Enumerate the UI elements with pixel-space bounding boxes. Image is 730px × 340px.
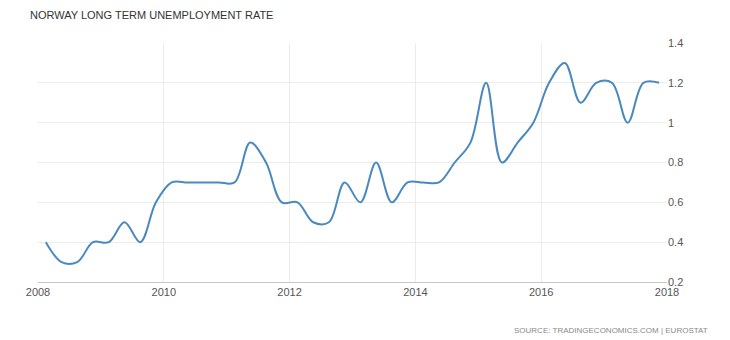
svg-text:0.4: 0.4 xyxy=(668,236,683,248)
svg-text:2008: 2008 xyxy=(26,286,50,298)
svg-text:2018: 2018 xyxy=(655,286,679,298)
svg-text:2014: 2014 xyxy=(403,286,427,298)
svg-text:2010: 2010 xyxy=(152,286,176,298)
svg-text:0.8: 0.8 xyxy=(668,156,683,168)
svg-text:SOURCE: TRADINGECONOMICS.COM |: SOURCE: TRADINGECONOMICS.COM | EUROSTAT xyxy=(514,326,708,335)
svg-text:2012: 2012 xyxy=(277,286,301,298)
svg-text:1.2: 1.2 xyxy=(668,77,683,89)
svg-text:1: 1 xyxy=(668,117,674,129)
svg-text:2016: 2016 xyxy=(529,286,553,298)
svg-text:0.6: 0.6 xyxy=(668,196,683,208)
svg-text:1.4: 1.4 xyxy=(668,37,683,49)
svg-text:0.2: 0.2 xyxy=(668,276,683,288)
svg-text:NORWAY LONG TERM UNEMPLOYMENT: NORWAY LONG TERM UNEMPLOYMENT RATE xyxy=(30,9,273,21)
